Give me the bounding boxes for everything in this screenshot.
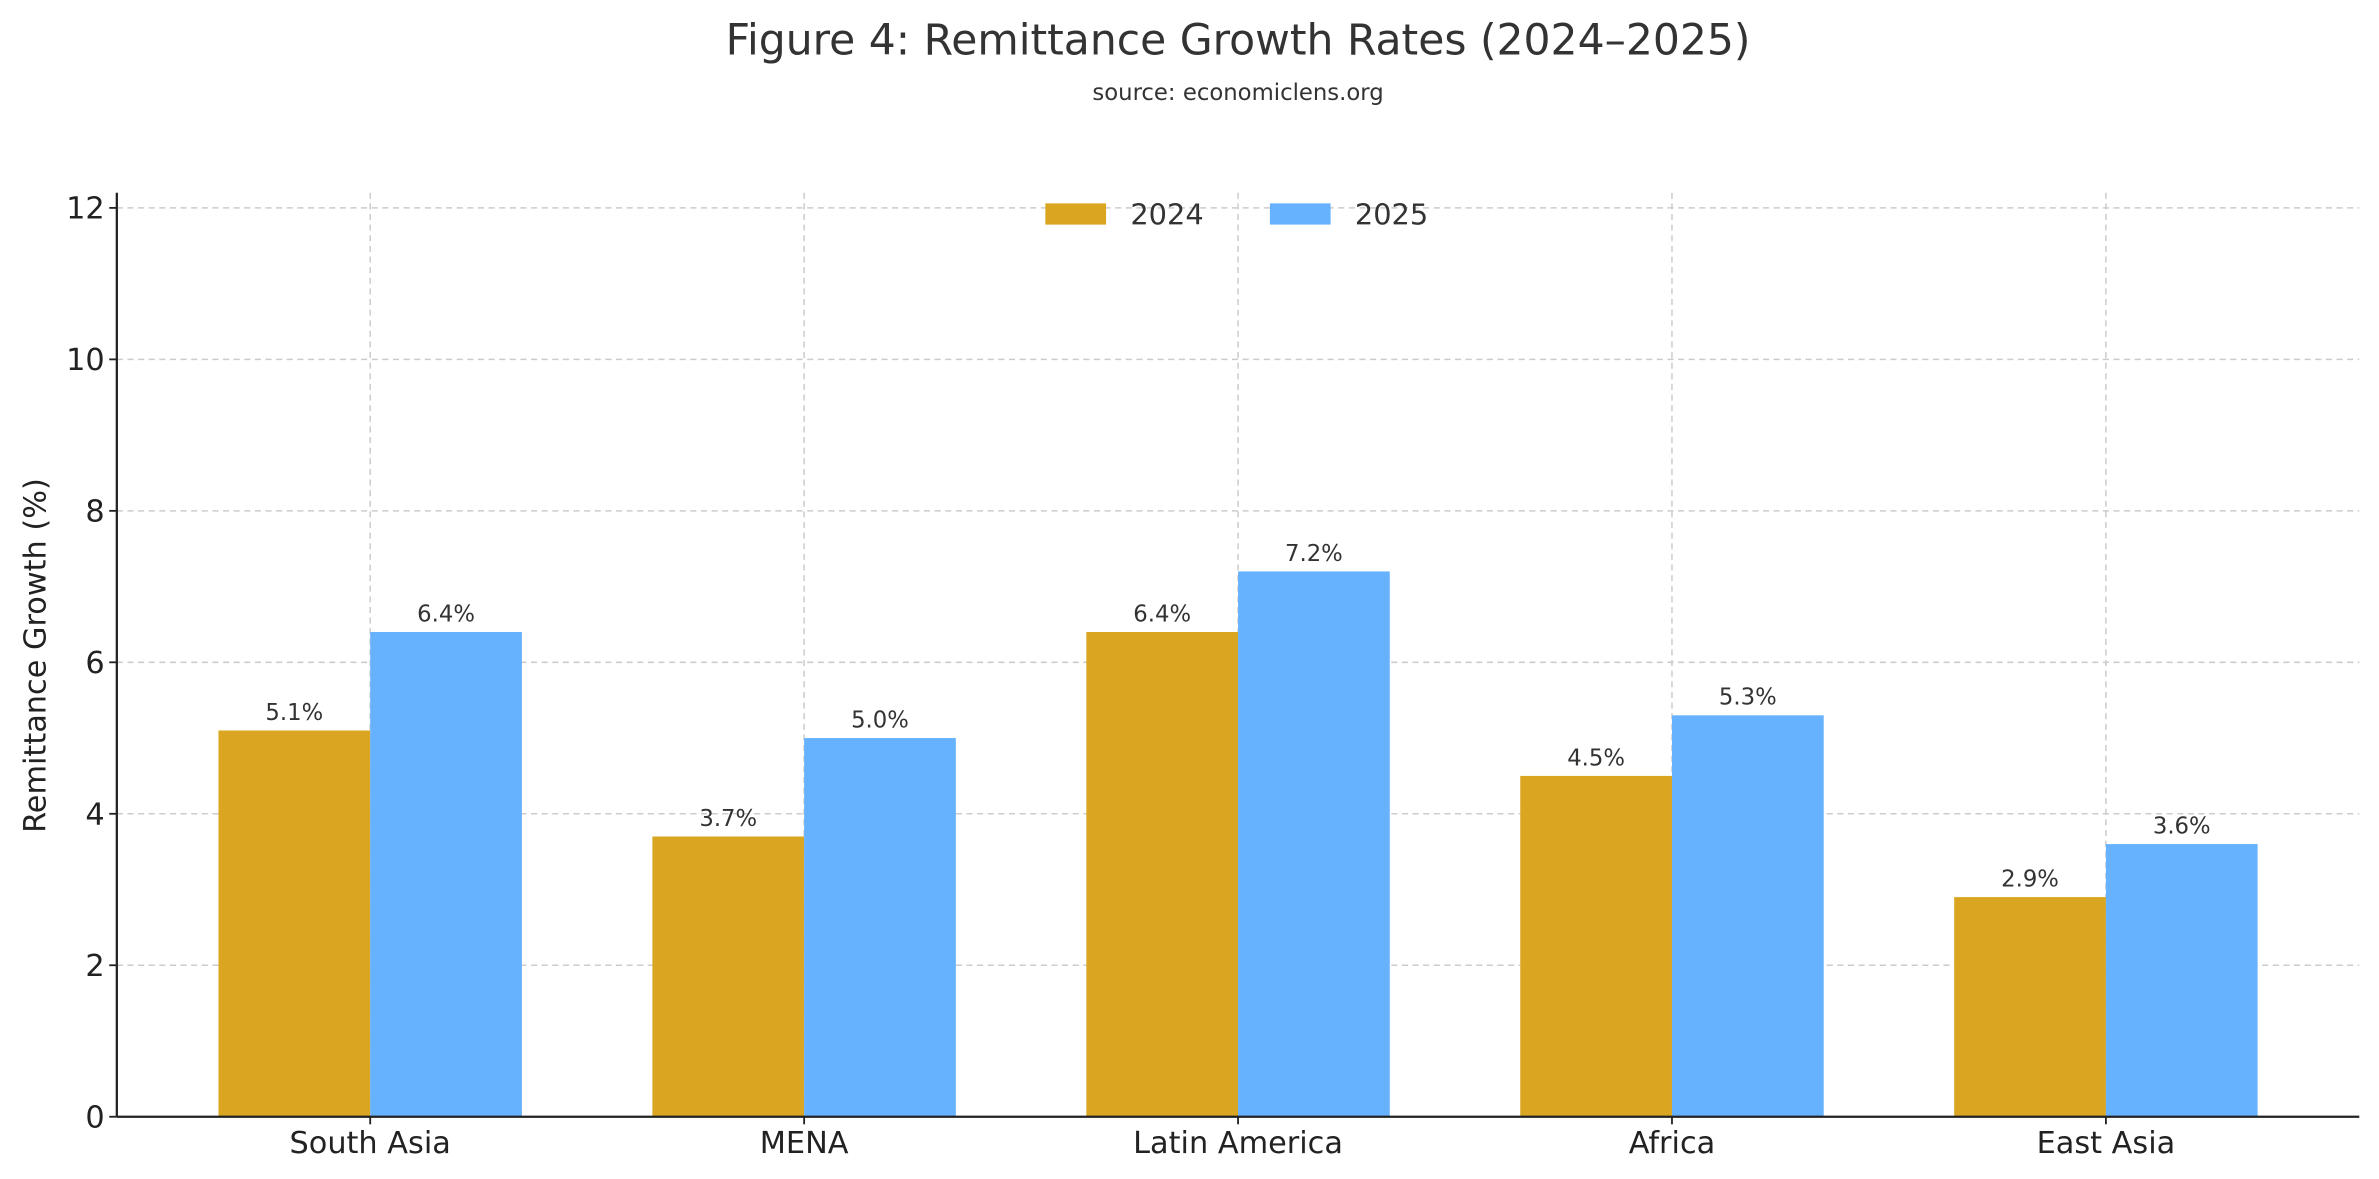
y-tick-label: 10 bbox=[66, 343, 105, 378]
x-tick-label: Africa bbox=[1629, 1126, 1716, 1161]
axes: 0 2 4 6 8 10 12 South Asia MENA Latin America Afri… bbox=[66, 192, 2360, 1161]
bar-2025-0 bbox=[370, 632, 522, 1117]
bar-2025-4 bbox=[2105, 844, 2258, 1117]
legend-swatch-2024 bbox=[1045, 203, 1107, 225]
x-tick-label: East Asia bbox=[2037, 1126, 2176, 1161]
bar-2024-1 bbox=[652, 836, 805, 1117]
bar-data-label: 7.2% bbox=[1285, 541, 1343, 567]
bar-2025-3 bbox=[1671, 715, 1824, 1117]
y-tick-label: 2 bbox=[85, 949, 104, 984]
bar-data-label: 5.3% bbox=[1719, 685, 1777, 711]
y-tick-label: 0 bbox=[85, 1100, 104, 1135]
bar-data-label: 3.6% bbox=[2153, 813, 2211, 839]
bar-2024-3 bbox=[1520, 775, 1672, 1117]
bar-2024-4 bbox=[1954, 897, 2106, 1117]
y-tick-label: 8 bbox=[85, 494, 104, 529]
bar-data-label: 5.1% bbox=[265, 700, 323, 726]
legend: 2024 2025 bbox=[1045, 198, 1428, 232]
legend-label: 2025 bbox=[1355, 198, 1428, 232]
bar-data-label: 4.5% bbox=[1567, 745, 1625, 771]
chart-title: Figure 4: Remittance Growth Rates (2024–… bbox=[726, 17, 1751, 66]
x-tick-label: Latin America bbox=[1133, 1126, 1343, 1161]
bars: 5.1% 3.7% 6.4% 4.5% 2.9% 6.4% 5.0% 7.2% 5.3% 3.6% bbox=[218, 541, 2258, 1117]
bar-data-label: 6.4% bbox=[1133, 601, 1191, 627]
chart-subtitle: source: economiclens.org bbox=[1092, 80, 1383, 106]
legend-swatch-2025 bbox=[1269, 203, 1331, 225]
legend-label: 2024 bbox=[1130, 198, 1203, 232]
bar-2025-1 bbox=[804, 738, 956, 1117]
bar-2024-0 bbox=[218, 730, 371, 1117]
y-tick-label: 12 bbox=[66, 192, 105, 227]
bar-2024-2 bbox=[1086, 632, 1239, 1117]
y-tick-label: 6 bbox=[85, 646, 104, 681]
bar-data-label: 3.7% bbox=[699, 806, 757, 832]
x-tick-label: MENA bbox=[760, 1126, 849, 1161]
y-tick-label: 4 bbox=[85, 797, 104, 832]
y-axis-label: Remittance Growth (%) bbox=[19, 478, 54, 833]
bar-2025-2 bbox=[1238, 571, 1390, 1117]
bar-data-label: 2.9% bbox=[2001, 866, 2059, 892]
x-tick-label: South Asia bbox=[290, 1126, 451, 1161]
bar-data-label: 6.4% bbox=[417, 601, 475, 627]
bar-data-label: 5.0% bbox=[851, 707, 909, 733]
